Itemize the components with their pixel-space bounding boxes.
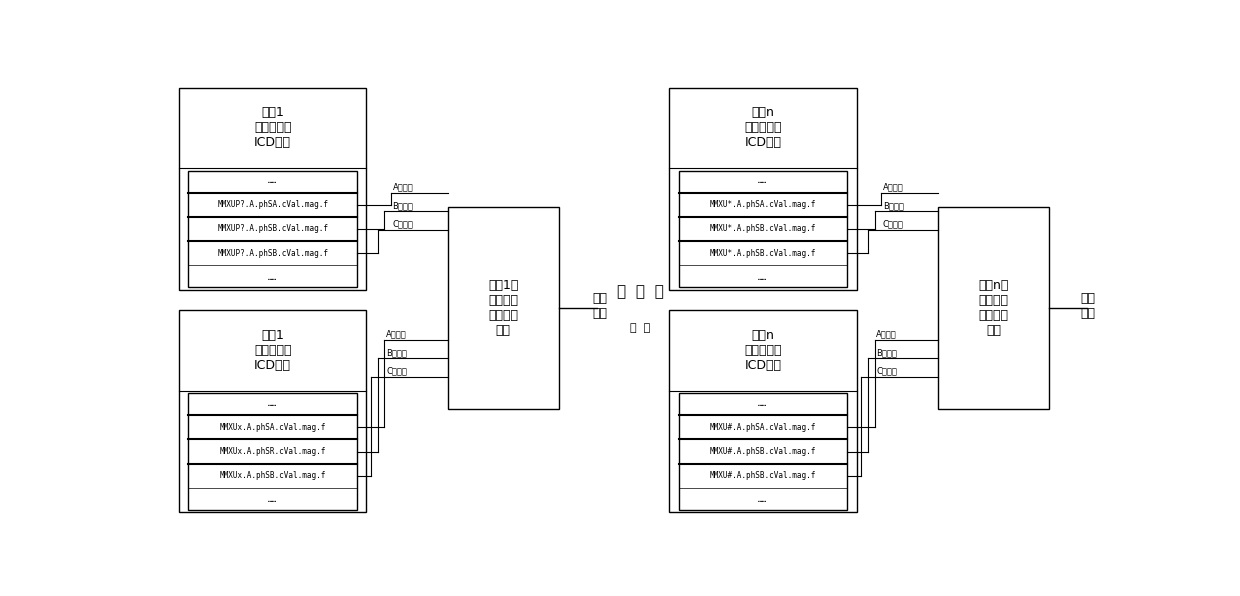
- Text: MMXU#.A.phSB.cVal.mag.f: MMXU#.A.phSB.cVal.mag.f: [709, 447, 816, 456]
- Text: B相电流: B相电流: [883, 201, 904, 210]
- Text: MMXUP?.A.phSB.cVal.mag.f: MMXUP?.A.phSB.cVal.mag.f: [217, 225, 329, 234]
- Text: A相电流: A相电流: [386, 330, 407, 339]
- Text: 支路n电
流采样值
同源比对
模块: 支路n电 流采样值 同源比对 模块: [978, 279, 1008, 337]
- Text: ……: ……: [268, 273, 278, 282]
- Bar: [179, 310, 367, 512]
- Text: MMXUx.A.phSR.cVal.mag.f: MMXUx.A.phSR.cVal.mag.f: [219, 447, 326, 456]
- Text: B相电流: B相电流: [877, 348, 897, 357]
- Text: MMXU*.A.phSB.cVal.mag.f: MMXU*.A.phSB.cVal.mag.f: [709, 249, 816, 257]
- Bar: [678, 171, 847, 287]
- Text: 支路n
第一套保护
ICD文件: 支路n 第一套保护 ICD文件: [744, 107, 781, 150]
- Text: 。  。  。: 。 。 。: [616, 284, 663, 299]
- Text: 支路1电
流采样值
同源比对
模块: 支路1电 流采样值 同源比对 模块: [489, 279, 518, 337]
- Text: 支路1
第一套保护
ICD文件: 支路1 第一套保护 ICD文件: [254, 107, 291, 150]
- Text: ……: ……: [758, 495, 768, 504]
- Text: C相电流: C相电流: [877, 366, 897, 375]
- Bar: [179, 88, 367, 290]
- Text: 支路n
第二套保护
ICD文件: 支路n 第二套保护 ICD文件: [744, 329, 781, 372]
- Text: C相电流: C相电流: [883, 219, 904, 228]
- Text: ……: ……: [758, 176, 768, 185]
- Text: MMXU#.A.phSA.cVal.mag.f: MMXU#.A.phSA.cVal.mag.f: [709, 423, 816, 432]
- Text: ……: ……: [268, 399, 278, 408]
- Text: A相电流: A相电流: [883, 182, 904, 192]
- Text: ……: ……: [758, 273, 768, 282]
- Text: A相电流: A相电流: [877, 330, 897, 339]
- Text: MMXU*.A.phSB.cVal.mag.f: MMXU*.A.phSB.cVal.mag.f: [709, 225, 816, 234]
- Text: C相电流: C相电流: [393, 219, 413, 228]
- Bar: [188, 393, 357, 510]
- Bar: [939, 207, 1049, 409]
- Bar: [678, 393, 847, 510]
- Bar: [448, 207, 558, 409]
- Text: MMXUP?.A.phSB.cVal.mag.f: MMXUP?.A.phSB.cVal.mag.f: [217, 249, 329, 257]
- Text: C相电流: C相电流: [386, 366, 407, 375]
- Bar: [188, 171, 357, 287]
- Text: 支路1
第二套保护
ICD文件: 支路1 第二套保护 ICD文件: [254, 329, 291, 372]
- Text: MMXUx.A.phSA.cVal.mag.f: MMXUx.A.phSA.cVal.mag.f: [219, 423, 326, 432]
- Text: 。  。: 。 。: [630, 324, 651, 334]
- Text: MMXU#.A.phSB.cVal.mag.f: MMXU#.A.phSB.cVal.mag.f: [709, 471, 816, 480]
- Text: 比对
结果: 比对 结果: [593, 291, 608, 319]
- Text: MMXUx.A.phSB.cVal.mag.f: MMXUx.A.phSB.cVal.mag.f: [219, 471, 326, 480]
- Text: A相电流: A相电流: [393, 182, 413, 192]
- Text: ……: ……: [268, 176, 278, 185]
- Text: 比对
结果: 比对 结果: [1080, 291, 1095, 319]
- Text: ……: ……: [758, 399, 768, 408]
- Text: ……: ……: [268, 495, 278, 504]
- Bar: [670, 88, 857, 290]
- Text: B相电流: B相电流: [386, 348, 407, 357]
- Text: MMXUP?.A.phSA.cVal.mag.f: MMXUP?.A.phSA.cVal.mag.f: [217, 200, 329, 209]
- Bar: [670, 310, 857, 512]
- Text: B相电流: B相电流: [393, 201, 413, 210]
- Text: MMXU*.A.phSA.cVal.mag.f: MMXU*.A.phSA.cVal.mag.f: [709, 200, 816, 209]
